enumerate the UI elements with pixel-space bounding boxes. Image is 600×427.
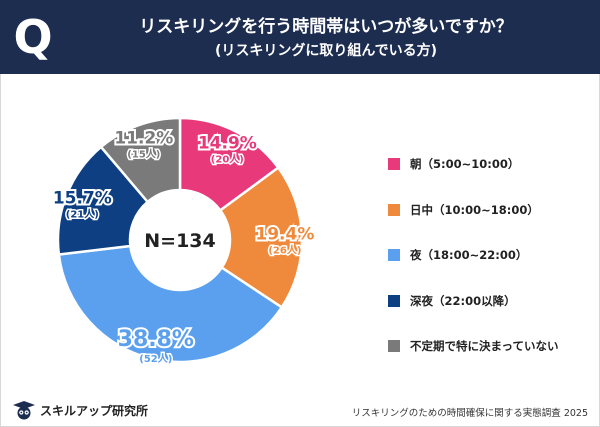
data-label-count-daytime: (26人) bbox=[268, 243, 301, 256]
legend-swatch-irregular bbox=[388, 340, 400, 352]
legend-label-irregular: 不定期で特に決まっていない bbox=[410, 339, 559, 353]
legend-swatch-daytime bbox=[388, 203, 400, 216]
data-label-count-irregular: (15人) bbox=[127, 148, 160, 161]
data-label-percent-morning: 14.9% bbox=[198, 133, 257, 153]
data-label-percent-daytime: 19.4% bbox=[255, 224, 314, 244]
data-label-count-late-night: (21人) bbox=[66, 208, 99, 221]
legend-label-late-night: 深夜（22:00以降） bbox=[410, 293, 516, 308]
donut-slice-evening bbox=[57, 244, 284, 364]
data-label-count-evening: (52人) bbox=[139, 352, 172, 365]
owl-graduate-icon bbox=[13, 401, 35, 420]
data-label-percent-late-night: 15.7% bbox=[53, 189, 112, 209]
legend-item-daytime: 日中（10:00~18:00） bbox=[388, 201, 558, 219]
donut-slice-daytime bbox=[218, 165, 304, 310]
brand-name: スキルアップ研究所 bbox=[40, 403, 149, 418]
legend-label-evening: 夜（18:00~22:00） bbox=[410, 248, 528, 262]
legend-item-late-night: 深夜（22:00以降） bbox=[388, 292, 558, 310]
donut-center-label: N=134 bbox=[144, 230, 215, 252]
legend-swatch-evening bbox=[388, 249, 400, 261]
data-label-percent-irregular: 11.2% bbox=[114, 129, 173, 149]
chart-legend: 朝（5:00~10:00） 日中（10:00~18:00） 夜（18:00~22… bbox=[388, 155, 558, 383]
legend-item-evening: 夜（18:00~22:00） bbox=[388, 246, 558, 264]
legend-swatch-morning bbox=[388, 158, 400, 170]
legend-item-irregular: 不定期で特に決まっていない bbox=[388, 337, 558, 355]
legend-label-daytime: 日中（10:00~18:00） bbox=[410, 202, 539, 217]
header-bar: Q リスキリングを行う時間帯はいつが多いですか？ (リスキリングに取り組んでいる… bbox=[0, 0, 600, 74]
chart-subtitle: (リスキリングに取り組んでいる方) bbox=[214, 43, 438, 59]
donut-slice-morning bbox=[178, 116, 280, 213]
data-label-percent-evening: 38.8% bbox=[118, 327, 194, 352]
data-label-count-morning: (20人) bbox=[211, 152, 244, 165]
legend-item-morning: 朝（5:00~10:00） bbox=[388, 155, 558, 173]
question-badge-letter: Q bbox=[13, 10, 53, 64]
brand-logo: スキルアップ研究所 bbox=[12, 400, 148, 420]
donut-slice-irregular bbox=[99, 116, 182, 204]
survey-source-note: リスキリングのための時間確保に関する実態調査 2025 bbox=[351, 408, 588, 419]
question-badge: Q bbox=[0, 0, 66, 74]
donut-chart: N=134 14.9%(20人) 19.4%(26人) 38.8%(52人) 15.7%… bbox=[51, 116, 316, 367]
legend-label-morning: 朝（5:00~10:00） bbox=[410, 157, 520, 171]
legend-swatch-late-night bbox=[388, 294, 400, 307]
chart-title: リスキリングを行う時間帯はいつが多いですか？ bbox=[139, 17, 513, 37]
donut-slice-late-night bbox=[56, 145, 150, 256]
